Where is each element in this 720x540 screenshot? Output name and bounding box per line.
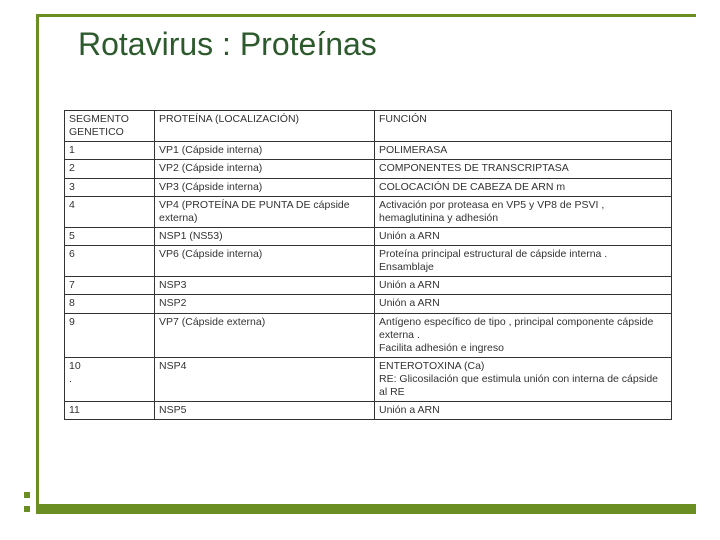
cell-segment: 2 — [65, 160, 155, 178]
cell-segment: 8 — [65, 295, 155, 313]
cell-protein: NSP1 (NS53) — [155, 227, 375, 245]
cell-function: Unión a ARN — [375, 295, 672, 313]
cell-protein: NSP2 — [155, 295, 375, 313]
cell-protein: VP6 (Cápside interna) — [155, 246, 375, 277]
cell-segment: 1 — [65, 142, 155, 160]
cell-protein: VP7 (Cápside externa) — [155, 313, 375, 357]
table-row: 5NSP1 (NS53)Unión a ARN — [65, 227, 672, 245]
table-row: 8NSP2Unión a ARN — [65, 295, 672, 313]
table-row: 4VP4 (PROTEÍNA DE PUNTA DE cápside exter… — [65, 196, 672, 227]
cell-segment: 7 — [65, 277, 155, 295]
cell-function: ENTEROTOXINA (Ca)RE: Glicosilación que e… — [375, 357, 672, 401]
cell-segment: 9 — [65, 313, 155, 357]
cell-segment: 4 — [65, 196, 155, 227]
table-row: 3VP3 (Cápside interna)COLOCACIÓN DE CABE… — [65, 178, 672, 196]
frame-bottom — [36, 504, 696, 514]
cell-segment: 11 — [65, 402, 155, 420]
col-header-function: FUNCIÓN — [375, 111, 672, 142]
cell-segment: 10. — [65, 357, 155, 401]
cell-function: Unión a ARN — [375, 402, 672, 420]
cell-function: Unión a ARN — [375, 277, 672, 295]
frame-left — [36, 14, 39, 514]
table-row: 11NSP5Unión a ARN — [65, 402, 672, 420]
table-row: 9VP7 (Cápside externa)Antígeno específic… — [65, 313, 672, 357]
cell-protein: NSP3 — [155, 277, 375, 295]
cell-segment: 3 — [65, 178, 155, 196]
cell-protein: VP3 (Cápside interna) — [155, 178, 375, 196]
table-row: 7NSP3Unión a ARN — [65, 277, 672, 295]
cell-function: COLOCACIÓN DE CABEZA DE ARN m — [375, 178, 672, 196]
table-row: 10.NSP4ENTEROTOXINA (Ca)RE: Glicosilació… — [65, 357, 672, 401]
frame-top — [36, 14, 696, 17]
table-header-row: SEGMENTO GENETICO PROTEÍNA (LOCALIZACIÓN… — [65, 111, 672, 142]
frame-tick — [24, 506, 30, 512]
cell-function: Activación por proteasa en VP5 y VP8 de … — [375, 196, 672, 227]
cell-function: POLIMERASA — [375, 142, 672, 160]
cell-protein: VP1 (Cápside interna) — [155, 142, 375, 160]
cell-function: Proteína principal estructural de cápsid… — [375, 246, 672, 277]
table-row: 6VP6 (Cápside interna)Proteína principal… — [65, 246, 672, 277]
cell-function: COMPONENTES DE TRANSCRIPTASA — [375, 160, 672, 178]
col-header-segment: SEGMENTO GENETICO — [65, 111, 155, 142]
page-title: Rotavirus : Proteínas — [70, 26, 385, 63]
cell-segment: 6 — [65, 246, 155, 277]
cell-protein: NSP5 — [155, 402, 375, 420]
cell-function: Antígeno específico de tipo , principal … — [375, 313, 672, 357]
table-row: 2VP2 (Cápside interna)COMPONENTES DE TRA… — [65, 160, 672, 178]
table-row: 1VP1 (Cápside interna)POLIMERASA — [65, 142, 672, 160]
cell-function: Unión a ARN — [375, 227, 672, 245]
frame-tick — [24, 492, 30, 498]
protein-table: SEGMENTO GENETICO PROTEÍNA (LOCALIZACIÓN… — [64, 110, 672, 420]
cell-segment: 5 — [65, 227, 155, 245]
col-header-protein: PROTEÍNA (LOCALIZACIÓN) — [155, 111, 375, 142]
cell-protein: NSP4 — [155, 357, 375, 401]
protein-table-wrap: SEGMENTO GENETICO PROTEÍNA (LOCALIZACIÓN… — [64, 110, 672, 420]
cell-protein: VP2 (Cápside interna) — [155, 160, 375, 178]
cell-protein: VP4 (PROTEÍNA DE PUNTA DE cápside extern… — [155, 196, 375, 227]
